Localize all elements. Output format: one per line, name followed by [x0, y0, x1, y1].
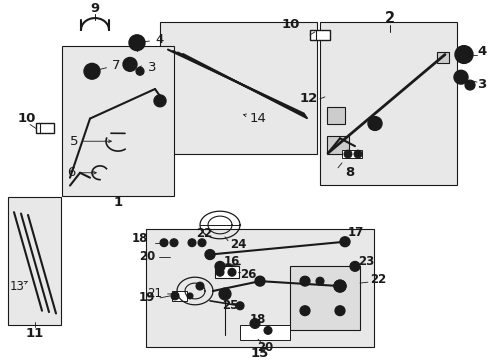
Circle shape — [334, 306, 345, 316]
Text: 5: 5 — [69, 135, 111, 148]
Text: 18: 18 — [249, 313, 266, 326]
Text: 23: 23 — [357, 255, 373, 268]
Text: 19: 19 — [138, 291, 155, 305]
Circle shape — [219, 288, 230, 300]
Text: 17: 17 — [347, 226, 364, 239]
Bar — [319, 22, 456, 185]
Text: 1: 1 — [113, 196, 122, 209]
Bar — [341, 150, 361, 158]
Text: 24: 24 — [229, 238, 246, 251]
Circle shape — [339, 237, 349, 247]
Text: 10: 10 — [18, 112, 36, 125]
Text: 20: 20 — [256, 341, 273, 354]
Text: 15: 15 — [250, 347, 268, 360]
Circle shape — [299, 306, 309, 316]
Circle shape — [160, 239, 168, 247]
Bar — [215, 266, 239, 278]
Text: 4: 4 — [141, 33, 163, 46]
Bar — [309, 30, 329, 40]
Circle shape — [196, 282, 203, 290]
Circle shape — [123, 58, 137, 71]
Circle shape — [315, 277, 324, 285]
Bar — [36, 123, 54, 133]
Circle shape — [198, 239, 205, 247]
Circle shape — [129, 35, 145, 51]
Circle shape — [216, 268, 224, 276]
Circle shape — [249, 319, 260, 328]
Bar — [289, 266, 359, 330]
Circle shape — [254, 276, 264, 286]
Text: 3: 3 — [476, 78, 485, 91]
Circle shape — [170, 239, 178, 247]
Circle shape — [453, 70, 467, 84]
Text: 13: 13 — [10, 280, 28, 293]
Circle shape — [349, 261, 359, 271]
Bar — [436, 51, 448, 63]
Circle shape — [299, 276, 309, 286]
Circle shape — [464, 80, 474, 90]
Circle shape — [215, 261, 224, 271]
Bar — [172, 291, 186, 301]
Circle shape — [333, 280, 346, 292]
Text: 4: 4 — [476, 45, 485, 58]
Bar — [326, 136, 348, 154]
Circle shape — [333, 280, 346, 292]
Circle shape — [187, 239, 196, 247]
Bar — [62, 46, 174, 197]
Circle shape — [227, 268, 236, 276]
Circle shape — [353, 150, 361, 158]
Text: 25: 25 — [222, 299, 238, 312]
Text: 10: 10 — [281, 18, 299, 31]
Text: 2: 2 — [384, 10, 394, 26]
Bar — [240, 325, 289, 340]
Text: 21: 21 — [147, 287, 178, 301]
Circle shape — [343, 150, 351, 158]
Circle shape — [367, 117, 381, 130]
Text: 20: 20 — [139, 250, 155, 263]
Text: 7: 7 — [96, 59, 120, 72]
Circle shape — [154, 95, 165, 107]
Circle shape — [264, 327, 271, 334]
Text: 3: 3 — [139, 61, 156, 74]
Circle shape — [204, 249, 215, 260]
Text: 16: 16 — [224, 255, 240, 268]
Text: 14: 14 — [243, 112, 266, 125]
Text: 18: 18 — [131, 232, 148, 245]
Circle shape — [186, 293, 193, 299]
Text: 8: 8 — [345, 166, 354, 179]
Text: 9: 9 — [90, 2, 100, 15]
Text: 26: 26 — [240, 268, 256, 281]
Bar — [160, 22, 316, 154]
Bar — [8, 197, 61, 325]
Text: 22: 22 — [369, 273, 386, 286]
Text: 6: 6 — [66, 166, 96, 179]
Text: 11: 11 — [26, 327, 44, 340]
Bar — [146, 229, 373, 347]
Text: 22: 22 — [196, 228, 212, 240]
Circle shape — [454, 46, 472, 63]
Circle shape — [84, 63, 100, 79]
Circle shape — [136, 67, 143, 75]
Text: 12: 12 — [299, 93, 317, 105]
Circle shape — [236, 302, 244, 310]
Bar — [326, 107, 345, 125]
Circle shape — [171, 292, 179, 300]
